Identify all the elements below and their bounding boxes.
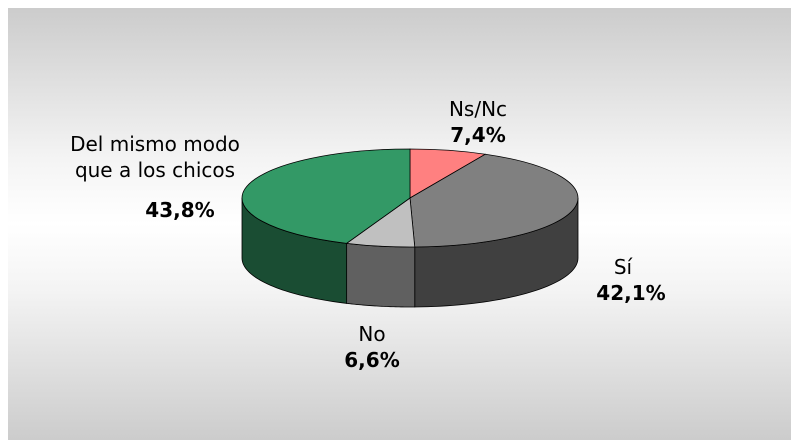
slice-label: No 6,6% [312,321,432,373]
value-label: 42,1% [596,281,666,305]
slice-label: Del mismo modo que a los chicos 43,8% [60,131,250,223]
value-label: 7,4% [450,123,506,147]
pie-slice-side [346,242,416,308]
category-label: Ns/Nc [448,97,508,121]
pie-slice [409,153,579,248]
category-label: Sí [613,255,633,279]
slice-label: Sí 42,1% [568,254,678,306]
pie-slice [241,148,411,244]
category-label: Del mismo modo que a los chicos [70,132,240,182]
value-label: 6,6% [344,348,400,372]
value-label: 43,8% [145,198,215,222]
category-label: No [358,322,386,346]
slice-label: Ns/Nc 7,4% [418,96,538,148]
